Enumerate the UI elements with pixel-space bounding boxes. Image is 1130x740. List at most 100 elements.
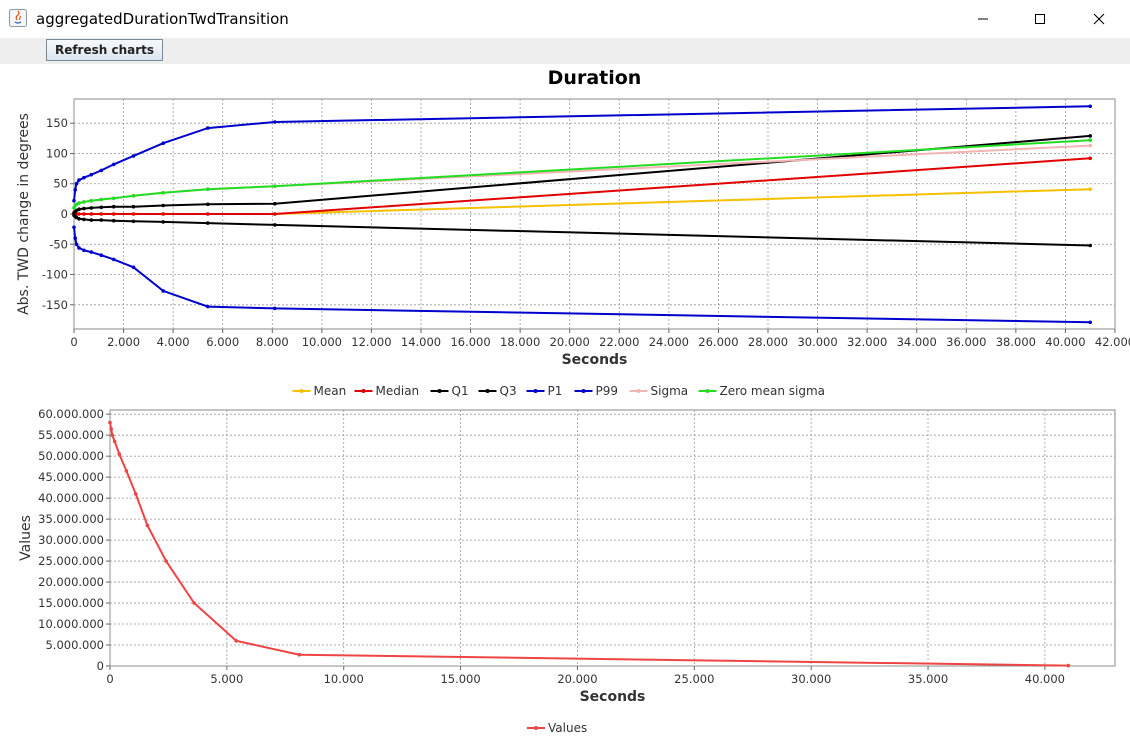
duration-chart-data-point [1088, 156, 1092, 161]
java-icon [9, 9, 27, 27]
duration-chart-legend-marker [485, 389, 490, 393]
duration-chart-y-tick-label: 100 [46, 146, 68, 160]
values-chart-y-tick-label: 60.000.000 [38, 407, 104, 421]
duration-chart-data-point [89, 198, 94, 203]
duration-chart-data-point [131, 219, 136, 224]
duration-chart-data-point [82, 217, 86, 222]
duration-chart-legend-item: Mean [292, 384, 347, 398]
duration-chart-x-tick-label: 38.000 [996, 335, 1036, 349]
duration-chart-x-tick-label: 22.000 [599, 335, 639, 349]
duration-chart-data-point [82, 212, 86, 216]
toolbar: Refresh charts [0, 38, 1130, 64]
duration-chart-data-point [273, 120, 277, 124]
duration-chart-x-tick-label: 28.000 [748, 335, 788, 349]
duration-chart-legend-marker [581, 389, 586, 393]
duration-chart-x-tick-label: 18.000 [500, 335, 540, 349]
duration-chart-data-point [1088, 104, 1092, 109]
duration-chart-legend-label: Sigma [651, 384, 689, 398]
duration-chart-data-point [99, 168, 104, 173]
values-chart-y-tick-label: 0 [97, 659, 104, 673]
duration-chart-x-tick-label: 16.000 [450, 335, 490, 349]
values-chart: 0 5.000 10.000 15.000 20.000 25.000 30.000 35.0… [18, 407, 1116, 735]
duration-chart-x-tick-label: 4.000 [157, 335, 190, 349]
duration-chart-x-tick-label: 34.000 [897, 335, 937, 349]
duration-chart-x-axis-label: Seconds [562, 352, 628, 368]
duration-chart-data-point [161, 191, 165, 195]
duration-chart-data-point [161, 203, 165, 208]
duration-chart-data-point [1088, 243, 1092, 248]
duration-chart-data-point [99, 197, 104, 202]
duration-chart-y-tick-label: 150 [46, 116, 68, 130]
values-chart-x-tick-label: 40.000 [1025, 672, 1065, 686]
duration-chart-x-tick-label: 42.000 [1095, 335, 1130, 349]
duration-chart-data-point [131, 212, 136, 216]
duration-chart-y-tick-label: -100 [42, 268, 68, 282]
minimize-button[interactable] [960, 0, 1006, 38]
duration-chart-data-point [273, 223, 277, 227]
duration-chart-data-point [74, 242, 79, 247]
duration-chart-legend-item: P1 [526, 384, 562, 398]
close-icon [1093, 13, 1105, 25]
duration-chart-data-point [89, 212, 94, 216]
duration-chart-legend-item: Median [354, 384, 420, 398]
duration-chart-y-tick-label: -50 [49, 237, 68, 251]
values-chart-data-point [117, 452, 122, 456]
values-chart-data-point [234, 639, 238, 643]
duration-chart-data-point [82, 200, 86, 204]
values-chart-x-axis-label: Seconds [580, 689, 646, 705]
duration-chart-legend-marker [437, 389, 442, 393]
duration-chart-data-point [1088, 138, 1092, 142]
duration-chart-x-tick-label: 24.000 [649, 335, 689, 349]
duration-chart-legend-label: Mean [314, 384, 347, 398]
duration-chart-y-tick-label: 50 [53, 177, 68, 191]
duration-chart-legend-marker [361, 389, 366, 393]
duration-chart-data-point [89, 250, 94, 254]
duration-chart-data-point [273, 306, 277, 311]
maximize-button[interactable] [1017, 0, 1063, 38]
duration-chart-y-tick-label: -150 [42, 298, 68, 312]
values-chart-x-tick-label: 15.000 [440, 672, 480, 686]
duration-chart-data-point [206, 221, 210, 225]
duration-chart-x-tick-label: 0 [70, 335, 77, 349]
refresh-charts-button[interactable]: Refresh charts [46, 39, 163, 61]
duration-chart-data-point [1088, 134, 1092, 138]
duration-chart-x-tick-label: 6.000 [206, 335, 239, 349]
values-chart-legend-marker [534, 726, 538, 730]
values-chart-data-point [1066, 663, 1071, 668]
duration-chart-data-point [73, 236, 77, 240]
duration-chart-data-point [74, 181, 79, 186]
duration-chart-data-point [72, 225, 76, 230]
values-chart-y-axis-label: Values [18, 515, 34, 561]
maximize-icon [1035, 14, 1045, 24]
duration-chart-legend-item: P99 [574, 384, 618, 398]
duration-chart-data-point [1088, 320, 1092, 325]
duration-chart-data-point [206, 126, 210, 130]
duration-chart-data-point [131, 194, 136, 198]
values-chart-data-point [297, 652, 302, 657]
duration-chart-data-point [161, 212, 165, 216]
values-chart-plot-area [109, 409, 1116, 667]
values-chart-y-tick-label: 50.000.000 [38, 449, 104, 463]
duration-chart-data-point [99, 205, 104, 210]
duration-chart-data-point [77, 178, 81, 182]
duration-chart-data-point [82, 175, 86, 180]
values-chart-y-tick-label: 20.000.000 [38, 575, 104, 589]
duration-chart-data-point [82, 206, 86, 211]
duration-chart-x-tick-label: 20.000 [550, 335, 590, 349]
values-chart-y-tick-label: 35.000.000 [38, 512, 104, 526]
values-chart-y-tick-label: 5.000.000 [45, 638, 104, 652]
duration-chart-legend-marker [705, 389, 710, 393]
values-chart-x-tick-label: 0 [106, 672, 113, 686]
duration-chart-legend-item: Q3 [478, 384, 517, 398]
duration-chart-legend-marker [636, 389, 641, 393]
values-chart-x-tick-label: 25.000 [674, 672, 714, 686]
duration-chart-x-tick-label: 14.000 [401, 335, 441, 349]
duration-chart-data-point [111, 162, 116, 167]
duration-chart-data-point [99, 218, 104, 222]
duration-chart-legend-label: Median [376, 384, 420, 398]
duration-chart-data-point [206, 187, 210, 191]
duration-chart-data-point [206, 202, 210, 207]
duration-chart-x-tick-label: 32.000 [847, 335, 887, 349]
close-button[interactable] [1076, 0, 1122, 38]
duration-chart-data-point [131, 154, 136, 158]
